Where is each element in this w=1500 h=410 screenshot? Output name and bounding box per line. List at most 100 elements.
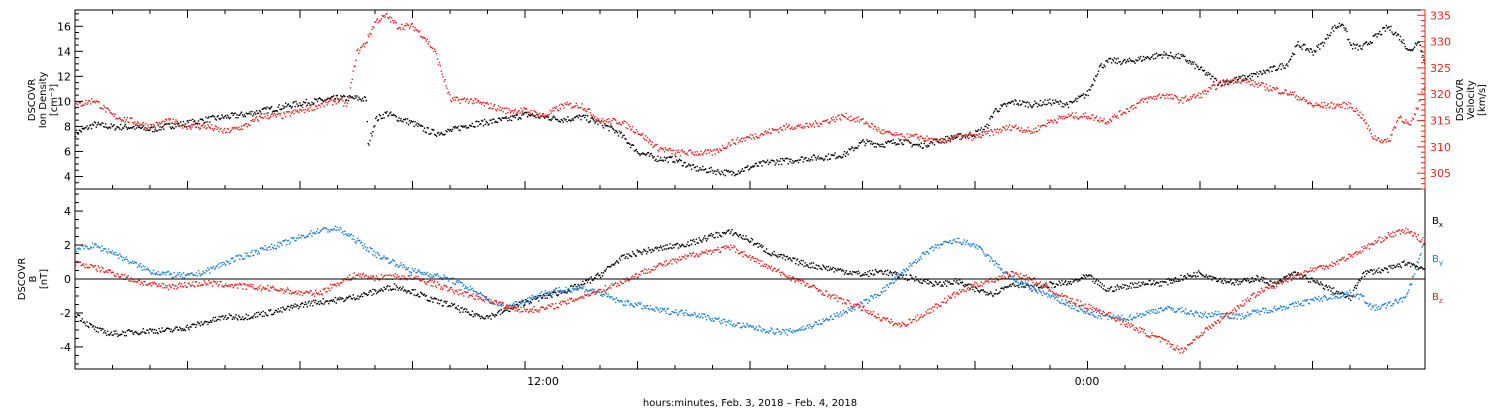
b-by-series-point [455,281,457,283]
b-by-series-point [588,290,591,292]
density-or-velocity-series-point [571,106,574,108]
b-bx-series-point [1082,274,1085,276]
b-by-series-point [411,267,413,270]
density-or-velocity-series-point [1261,72,1264,75]
density-or-velocity-series-point [836,118,838,121]
b-by-series-point [221,261,223,264]
density-or-velocity-series-point [1367,124,1370,127]
b-bx-series-point [1107,287,1109,290]
density-or-velocity-series-point [138,124,141,126]
b-bx-series-point [496,312,499,314]
density-or-velocity-series-point [282,117,284,120]
density-or-velocity-series-point [276,110,278,112]
b-bx-series-point [516,303,518,305]
density-or-velocity-series-point [1365,42,1367,44]
density-or-velocity-series-point [328,97,330,100]
b-bx-series-point [211,319,214,321]
density-or-velocity-series-point [1149,96,1151,98]
density-or-velocity-series-point [1286,63,1288,65]
b-bx-series-point [830,268,832,271]
b-bx-series-point [1119,286,1121,288]
b-bx-series-point [1299,277,1301,279]
density-or-velocity-series-point [801,156,803,158]
density-or-velocity-series-point [452,99,455,101]
density-or-velocity-series-point [1257,75,1259,78]
density-or-velocity-series-point [1060,101,1062,103]
b-bx-series-point [81,318,83,320]
b-bx-series-point [327,300,329,302]
density-or-velocity-series-point [491,122,493,124]
density-or-velocity-series-point [1258,73,1260,75]
density-or-velocity-series-point [628,142,630,144]
b-bx-series-point [1006,286,1009,288]
b-by-series-point [394,265,397,267]
density-or-velocity-series-point [623,120,625,122]
density-or-velocity-series-point [804,157,806,159]
density-or-velocity-series-point [349,95,352,98]
density-or-velocity-series-point [1078,118,1080,120]
b-by-series-point [159,273,161,275]
b-bx-series-point [515,304,517,306]
density-or-velocity-series-point [620,131,622,133]
b-by-series-point [662,309,665,311]
density-or-velocity-series-point [724,174,727,177]
b-bx-series-point [841,269,844,271]
density-or-velocity-series-point [153,125,156,127]
b-by-series-point [121,259,124,261]
b-bx-series-point [992,295,995,297]
b-bx-series-point [1118,288,1120,290]
density-or-velocity-series-point [845,112,847,115]
b-bx-series-point [229,314,232,317]
b-bx-series-point [192,323,194,325]
b-bx-series-point [472,316,474,318]
density-or-velocity-series-point [91,123,94,125]
b-bx-series-point [1406,264,1408,266]
b-bx-series-point [430,296,432,298]
density-or-velocity-series-point [633,131,636,134]
b-bx-series-point [642,251,644,253]
density-or-velocity-series-point [944,142,946,144]
b-by-series-point [586,290,589,292]
density-or-velocity-series-point [429,133,431,135]
b-by-series-point [187,273,189,275]
density-or-velocity-series-point [697,170,699,172]
b-bx-series-point [134,331,136,333]
density-or-velocity-series-point [1280,92,1282,94]
density-or-velocity-series-point [208,125,210,128]
density-or-velocity-series-point [949,138,952,141]
b-bx-series-point [1023,285,1026,288]
b-bx-series-point [590,276,592,278]
b-bx-series-point [1054,286,1057,288]
density-or-velocity-series-point [176,120,178,122]
density-or-velocity-series-point [420,125,422,127]
density-or-velocity-series-point [546,114,548,117]
density-or-velocity-series-point [1228,83,1230,85]
density-or-velocity-series-point [636,131,638,133]
b-by-series-point [148,269,150,271]
b-by-series-point [120,256,123,258]
density-or-velocity-series-point [84,102,86,105]
b-bx-series-point [510,308,512,310]
density-or-velocity-series-point [115,127,117,130]
density-or-velocity-series-point [529,113,532,115]
b-bx-series-point [1322,287,1325,289]
b-by-series-point [234,260,236,262]
b-by-series-point [315,230,318,233]
density-or-velocity-series-point [424,37,427,40]
density-or-velocity-series-point [473,102,475,104]
b-bx-series-point [313,299,315,301]
density-or-velocity-series-point [117,126,119,128]
density-or-velocity-series [75,22,1426,177]
density-or-velocity-series-point [884,132,886,134]
b-by-series-point [407,267,410,269]
b-bx-series-point [1271,285,1273,287]
b-bx-series-point [86,321,88,323]
b-bx-series-point [300,303,302,306]
density-or-velocity-series-point [1313,105,1315,107]
b-by-series-point [198,272,201,275]
b-by-series-point [602,293,605,296]
b-bx-series-point [1266,281,1268,284]
b-by-series-point [157,271,159,273]
b-bx-series-point [636,249,638,251]
density-or-velocity-series-point [1007,126,1010,128]
